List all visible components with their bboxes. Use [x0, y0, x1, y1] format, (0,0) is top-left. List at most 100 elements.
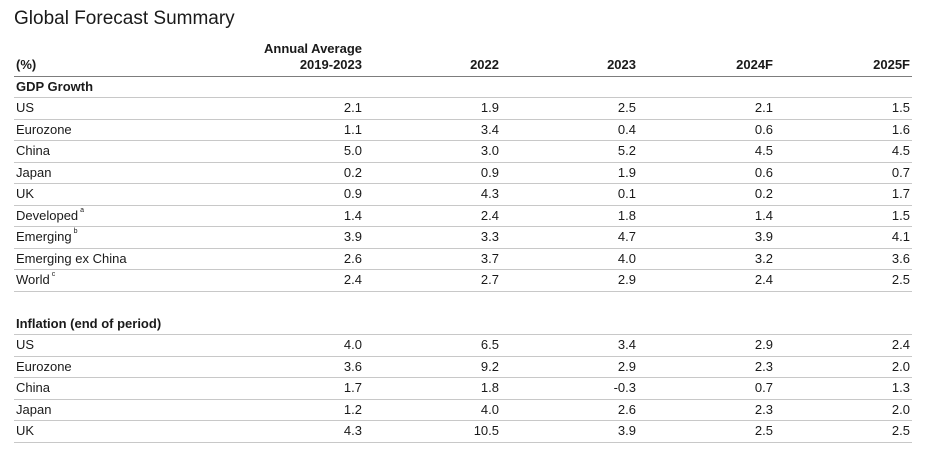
table-row: Eurozone 1.1 3.4 0.4 0.6 1.6: [14, 119, 912, 141]
table-row: Emerging ex China 2.6 3.7 4.0 3.2 3.6: [14, 248, 912, 270]
value-cell: 2.3: [638, 356, 775, 378]
value-cell: 4.0: [164, 334, 364, 357]
value-cell: 5.0: [164, 140, 364, 163]
value-cell: 3.9: [164, 226, 364, 249]
table-row: Japan 0.2 0.9 1.9 0.6 0.7: [14, 162, 912, 184]
row-label: World: [16, 272, 50, 288]
table-row: US 2.1 1.9 2.5 2.1 1.5: [14, 97, 912, 120]
value-cell: 1.9: [501, 162, 638, 184]
value-cell: 10.5: [364, 420, 501, 443]
footnote-marker: b: [73, 228, 78, 236]
value-cell: 3.4: [501, 334, 638, 357]
table-row: Developed a 1.4 2.4 1.8 1.4 1.5: [14, 205, 912, 227]
value-cell: 9.2: [364, 356, 501, 378]
value-cell: -0.3: [501, 377, 638, 400]
header-annual-average: Annual Average 2019-2023: [164, 37, 364, 77]
row-label: US: [16, 100, 35, 116]
value-cell: 2.9: [501, 269, 638, 292]
row-label-cell: China: [14, 377, 164, 400]
row-label-cell: Eurozone: [14, 356, 164, 378]
row-label-cell: Emerging b: [14, 226, 164, 249]
row-label: Developed: [16, 207, 79, 223]
header-2024f: 2024F: [638, 37, 775, 77]
value-cell: 4.3: [164, 420, 364, 443]
table-row: Emerging b 3.9 3.3 4.7 3.9 4.1: [14, 226, 912, 249]
value-cell: 1.7: [164, 377, 364, 400]
value-cell: 5.2: [501, 140, 638, 163]
value-cell: 2.4: [164, 269, 364, 292]
row-label-cell: World c: [14, 269, 164, 292]
value-cell: 3.7: [364, 248, 501, 270]
value-cell: 2.7: [364, 269, 501, 292]
value-cell: 0.1: [501, 183, 638, 206]
value-cell: 3.6: [775, 248, 912, 270]
value-cell: 2.0: [775, 399, 912, 421]
row-label-cell: Emerging ex China: [14, 248, 164, 270]
row-label-cell: Japan: [14, 162, 164, 184]
header-2023: 2023: [501, 37, 638, 77]
table-row: US 4.0 6.5 3.4 2.9 2.4: [14, 334, 912, 357]
header-unit: (%): [14, 37, 164, 77]
row-label: Emerging: [16, 229, 72, 245]
table-row: UK 0.9 4.3 0.1 0.2 1.7: [14, 183, 912, 206]
section-title: Inflation (end of period): [14, 313, 912, 335]
value-cell: 3.2: [638, 248, 775, 270]
table-header: (%) Annual Average 2019-2023 2022 2023 2…: [14, 37, 912, 77]
row-label: Emerging ex China: [16, 250, 127, 266]
value-cell: 4.0: [501, 248, 638, 270]
row-label: UK: [16, 186, 35, 202]
value-cell: 2.9: [638, 334, 775, 357]
value-cell: 2.5: [775, 420, 912, 443]
value-cell: 2.1: [164, 97, 364, 120]
row-label: China: [16, 380, 50, 396]
value-cell: 3.9: [638, 226, 775, 249]
row-label: Japan: [16, 164, 52, 180]
table-row: Japan 1.2 4.0 2.6 2.3 2.0: [14, 399, 912, 421]
value-cell: 2.4: [638, 269, 775, 292]
value-cell: 1.4: [638, 205, 775, 227]
row-label-cell: US: [14, 97, 164, 120]
table-row: Eurozone 3.6 9.2 2.9 2.3 2.0: [14, 356, 912, 378]
value-cell: 1.3: [775, 377, 912, 400]
value-cell: 4.1: [775, 226, 912, 249]
row-label: UK: [16, 423, 35, 439]
value-cell: 2.6: [164, 248, 364, 270]
row-label-cell: Eurozone: [14, 119, 164, 141]
spacer-cell: [14, 291, 912, 314]
row-label: China: [16, 143, 50, 159]
value-cell: 4.5: [638, 140, 775, 163]
value-cell: 2.4: [775, 334, 912, 357]
table-row: China 5.0 3.0 5.2 4.5 4.5: [14, 140, 912, 163]
footnote-marker: a: [80, 206, 85, 214]
value-cell: 1.4: [164, 205, 364, 227]
section-spacer: [14, 291, 912, 314]
value-cell: 2.5: [775, 269, 912, 292]
table-row: UK 4.3 10.5 3.9 2.5 2.5: [14, 420, 912, 443]
row-label: Japan: [16, 401, 52, 417]
header-2025f: 2025F: [775, 37, 912, 77]
value-cell: 2.1: [638, 97, 775, 120]
footnote-marker: c: [51, 271, 56, 279]
value-cell: 0.2: [164, 162, 364, 184]
value-cell: 1.5: [775, 97, 912, 120]
value-cell: 1.6: [775, 119, 912, 141]
row-label-cell: US: [14, 334, 164, 357]
value-cell: 1.8: [364, 377, 501, 400]
value-cell: 3.9: [501, 420, 638, 443]
page-title: Global Forecast Summary: [14, 8, 235, 29]
table-body: GDP Growth US 2.1 1.9 2.5 2.1 1.5 Eurozone 1.1 3.…: [14, 76, 912, 443]
value-cell: 0.2: [638, 183, 775, 206]
section-heading-row: Inflation (end of period): [14, 313, 912, 335]
value-cell: 3.6: [164, 356, 364, 378]
value-cell: 2.6: [501, 399, 638, 421]
row-label-cell: China: [14, 140, 164, 163]
row-label-cell: Japan: [14, 399, 164, 421]
value-cell: 0.6: [638, 162, 775, 184]
value-cell: 0.9: [164, 183, 364, 206]
value-cell: 2.0: [775, 356, 912, 378]
header-row: (%) Annual Average 2019-2023 2022 2023 2…: [14, 37, 912, 77]
value-cell: 4.7: [501, 226, 638, 249]
row-label-cell: UK: [14, 420, 164, 443]
value-cell: 0.9: [364, 162, 501, 184]
row-label: Eurozone: [16, 358, 72, 374]
